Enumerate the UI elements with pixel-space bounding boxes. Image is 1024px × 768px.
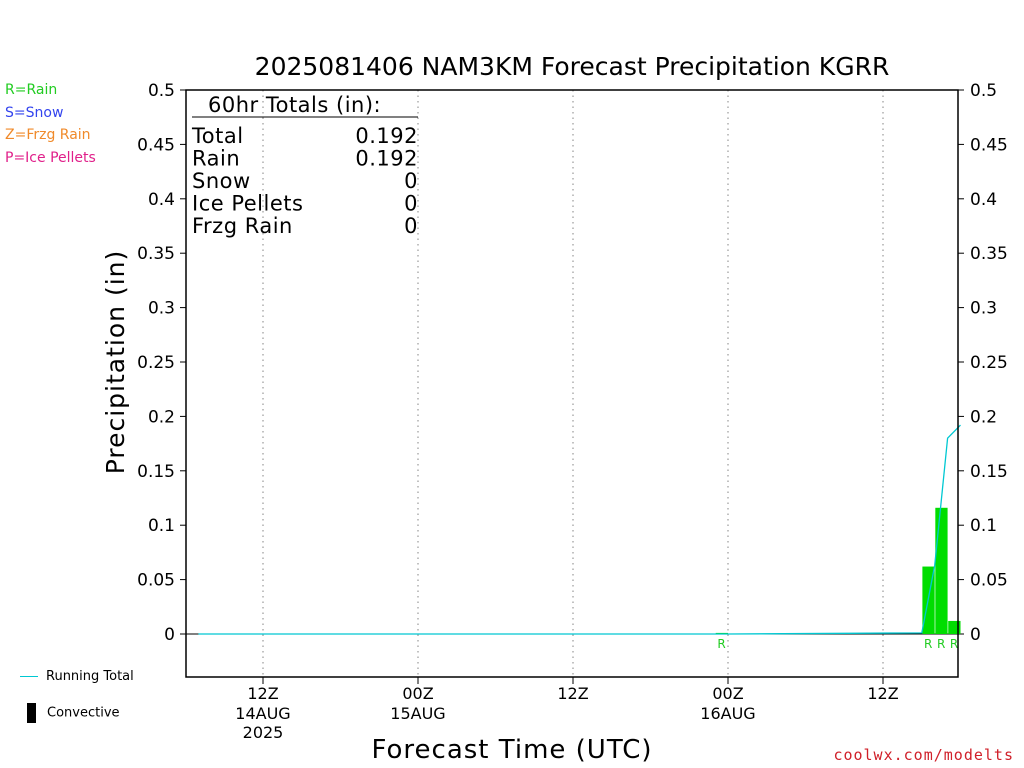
y-tick-label: 0.5 [148, 81, 175, 101]
totals-header: 60hr Totals (in): [208, 93, 381, 117]
y-tick-label: 0.2 [148, 407, 175, 427]
x-tick-year: 2025 [243, 723, 284, 742]
rain-bar [935, 507, 948, 634]
y-tick-label-right: 0.3 [970, 299, 997, 319]
totals-row-label: Total [191, 124, 244, 148]
x-tick-date: 14AUG [235, 704, 290, 723]
legend-key-snow: S=Snow [5, 105, 64, 121]
totals-row-value: 0 [404, 169, 418, 193]
totals-row-label: Rain [192, 147, 240, 171]
x-tick-label: 12Z [867, 684, 898, 703]
x-tick-label: 00Z [712, 684, 743, 703]
totals-row-value: 0.192 [355, 147, 418, 171]
legend-key-rain: R=Rain [5, 82, 58, 98]
y-tick-label-right: 0.05 [970, 571, 1008, 591]
running-total-label: Running Total [46, 669, 134, 684]
y-tick-label-right: 0.4 [970, 190, 997, 210]
precip-type-marker: R [950, 637, 958, 651]
y-tick-label-right: 0 [970, 625, 981, 645]
totals-row-value: 0.192 [355, 124, 418, 148]
y-tick-label-right: 0.15 [970, 462, 1008, 482]
y-tick-label-right: 0.1 [970, 516, 997, 536]
y-tick-label: 0.35 [137, 244, 175, 264]
y-tick-label-right: 0.2 [970, 407, 997, 427]
legend-key-ice-pellets: P=Ice Pellets [5, 150, 96, 166]
totals-row-label: Ice Pellets [192, 192, 303, 216]
totals-row-label: Snow [192, 169, 251, 193]
y-tick-label: 0.1 [148, 516, 175, 536]
precip-type-marker: R [717, 637, 725, 651]
convective-legend: Convective [27, 703, 120, 723]
totals-row-value: 0 [404, 214, 418, 238]
x-tick-label: 12Z [247, 684, 278, 703]
y-tick-label: 0.15 [137, 462, 175, 482]
y-tick-label: 0 [164, 625, 175, 645]
running-total-swatch [20, 676, 38, 677]
y-tick-label: 0.25 [137, 353, 175, 373]
totals-row-label: Frzg Rain [192, 214, 293, 238]
y-tick-label: 0.45 [137, 135, 175, 155]
y-tick-label-right: 0.45 [970, 135, 1008, 155]
running-total-legend: Running Total [20, 669, 134, 684]
totals-row-value: 0 [404, 192, 418, 216]
chart-title: 2025081406 NAM3KM Forecast Precipitation… [255, 52, 890, 81]
y-axis-label: Precipitation (in) [101, 250, 130, 475]
y-tick-label: 0.3 [148, 299, 175, 319]
precip-type-marker: R [924, 637, 932, 651]
credit-text: coolwx.com/modelts [833, 746, 1014, 764]
y-tick-label: 0.4 [148, 190, 175, 210]
y-tick-label: 0.05 [137, 571, 175, 591]
x-axis-label: Forecast Time (UTC) [371, 735, 652, 765]
y-tick-label-right: 0.25 [970, 353, 1008, 373]
legend-key-frzg-rain: Z=Frzg Rain [5, 127, 91, 143]
y-tick-label-right: 0.35 [970, 244, 1008, 264]
running-total-line [198, 424, 961, 635]
plot-frame [185, 89, 959, 678]
x-tick-label: 12Z [557, 684, 588, 703]
x-tick-label: 00Z [402, 684, 433, 703]
x-tick-date: 15AUG [390, 704, 445, 723]
y-tick-label-right: 0.5 [970, 81, 997, 101]
convective-label: Convective [47, 705, 120, 721]
convective-swatch [27, 703, 36, 723]
x-tick-date: 16AUG [700, 704, 755, 723]
precip-type-marker: R [937, 637, 945, 651]
